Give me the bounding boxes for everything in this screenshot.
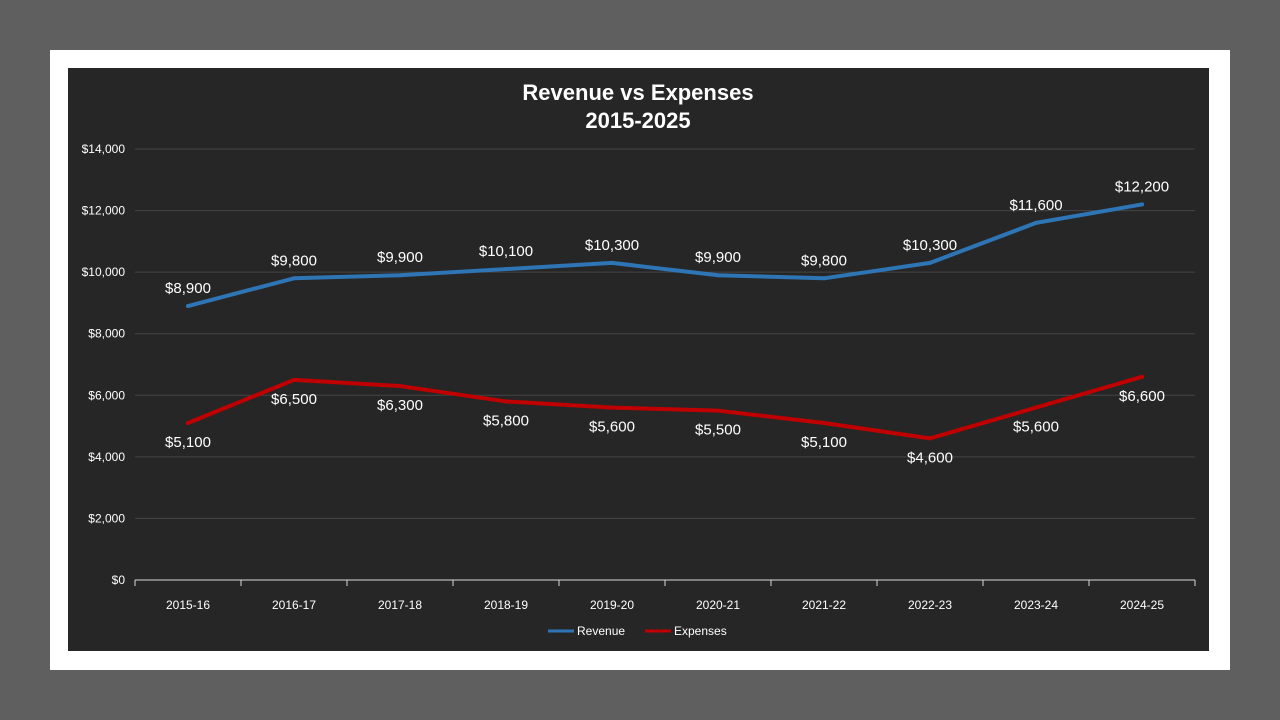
data-point [928, 436, 932, 441]
data-label: $6,500 [271, 391, 317, 408]
chart-title-line1: Revenue vs Expenses [522, 80, 753, 105]
y-tick-label: $6,000 [88, 388, 125, 402]
data-label: $9,800 [271, 252, 317, 269]
x-tick-label: 2021-22 [802, 598, 846, 612]
x-tick-label: 2020-21 [696, 598, 740, 612]
data-point [398, 384, 402, 389]
y-axis: $0 $2,000 $4,000 $6,000 $8,000 $10,000 $12,000… [82, 142, 126, 587]
data-point [504, 399, 508, 404]
data-point [292, 276, 296, 281]
data-label: $4,600 [907, 449, 953, 466]
x-tick-label: 2024-25 [1120, 598, 1164, 612]
data-point [610, 405, 614, 410]
data-point [716, 273, 720, 278]
data-label: $8,900 [165, 280, 211, 297]
series-line-expenses [186, 374, 1144, 441]
data-label: $10,100 [479, 243, 533, 260]
y-tick-label: $12,000 [82, 204, 126, 218]
data-label: $10,300 [585, 237, 639, 254]
gridlines [135, 148, 1195, 519]
data-label: $6,600 [1119, 388, 1165, 405]
x-tick-label: 2022-23 [908, 598, 952, 612]
legend-label-expenses: Expenses [674, 624, 727, 638]
x-tick-label: 2023-24 [1014, 598, 1058, 612]
data-point [186, 304, 190, 309]
data-point [822, 276, 826, 281]
data-label: $9,900 [695, 249, 741, 266]
data-label: $11,600 [1009, 197, 1062, 214]
data-label: $5,800 [483, 412, 529, 429]
x-tick-label: 2017-18 [378, 598, 422, 612]
legend: Revenue Expenses [548, 624, 727, 638]
x-tick-label: 2015-16 [166, 598, 210, 612]
series-line-revenue [186, 202, 1144, 309]
x-axis: 2015-16 2016-17 2017-18 2018-19 2019-20 2020-… [134, 579, 1196, 612]
x-tick-label: 2018-19 [484, 598, 528, 612]
data-point [1140, 374, 1144, 379]
series-lines [186, 202, 1144, 441]
data-point [504, 267, 508, 272]
data-label: $5,600 [589, 419, 635, 436]
data-point [292, 377, 296, 382]
data-point [1034, 220, 1038, 225]
data-point [1140, 202, 1144, 207]
data-point [928, 260, 932, 265]
data-point [186, 420, 190, 425]
y-tick-label: $14,000 [82, 142, 126, 156]
line-chart: $0 $2,000 $4,000 $6,000 $8,000 $10,000 $12,000… [82, 80, 1196, 638]
data-label: $5,100 [165, 434, 211, 451]
y-tick-label: $8,000 [88, 327, 125, 341]
y-tick-label: $2,000 [88, 511, 125, 525]
data-label: $5,500 [695, 422, 741, 439]
y-tick-label: $4,000 [88, 450, 125, 464]
data-label: $12,200 [1115, 178, 1169, 195]
data-labels: $8,900 $9,800 $9,900 $10,100 $10,300 $9,900 $9… [165, 178, 1169, 466]
data-label: $5,100 [801, 434, 847, 451]
chart-area: $0 $2,000 $4,000 $6,000 $8,000 $10,000 $12,000… [68, 68, 1209, 651]
data-point [1034, 405, 1038, 410]
y-tick-label: $0 [112, 573, 126, 587]
y-tick-label: $10,000 [82, 265, 126, 279]
data-label: $5,600 [1013, 419, 1059, 436]
data-point [610, 260, 614, 265]
data-label: $6,300 [377, 397, 423, 414]
chart-frame: $0 $2,000 $4,000 $6,000 $8,000 $10,000 $12,000… [50, 50, 1230, 670]
x-tick-label: 2016-17 [272, 598, 316, 612]
data-point [822, 420, 826, 425]
data-label: $9,800 [801, 252, 847, 269]
data-point [716, 408, 720, 413]
data-label: $10,300 [903, 237, 957, 254]
x-tick-label: 2019-20 [590, 598, 634, 612]
data-label: $9,900 [377, 249, 423, 266]
data-point [398, 273, 402, 278]
chart-title-line2: 2015-2025 [585, 108, 690, 133]
legend-label-revenue: Revenue [577, 624, 625, 638]
